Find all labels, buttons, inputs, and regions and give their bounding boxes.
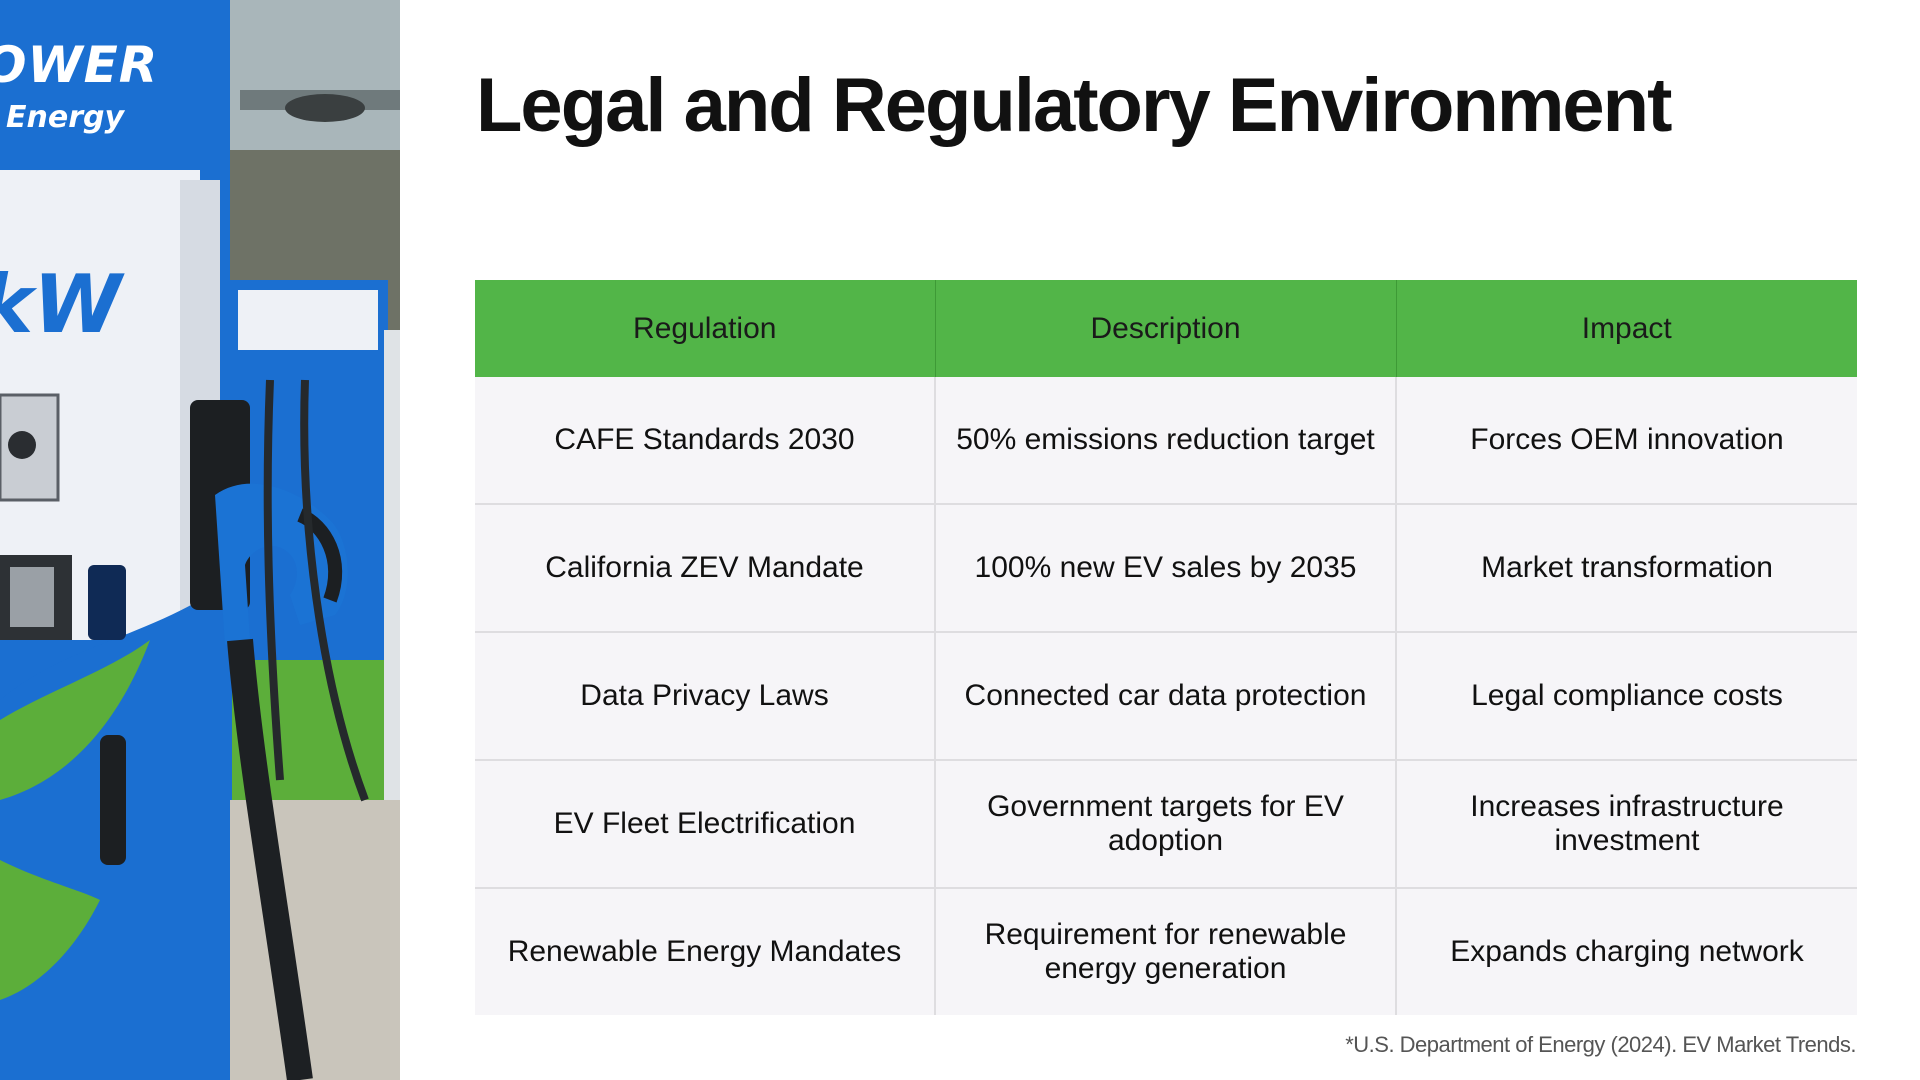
regulation-cell: California ZEV Mandate (475, 503, 936, 632)
impact-cell: Forces OEM innovation (1396, 377, 1857, 504)
table-header-row: Regulation Description Impact (475, 280, 1857, 377)
table-row: CAFE Standards 2030 50% emissions reduct… (475, 377, 1857, 504)
table-row: Renewable Energy Mandates Requirement fo… (475, 887, 1857, 1015)
regulation-table: Regulation Description Impact CAFE Stand… (475, 280, 1857, 1015)
regulation-cell: CAFE Standards 2030 (475, 377, 936, 504)
regulation-cell: EV Fleet Electrification (475, 759, 936, 888)
charger-illustration (0, 0, 400, 1080)
impact-cell: Legal compliance costs (1396, 631, 1857, 760)
table-row: EV Fleet Electrification Government targ… (475, 759, 1857, 888)
page-title: Legal and Regulatory Environment (476, 63, 1672, 148)
regulation-cell: Renewable Energy Mandates (475, 887, 936, 1015)
description-cell: 100% new EV sales by 2035 (935, 503, 1397, 632)
header-impact: Impact (1396, 280, 1857, 377)
description-cell: Requirement for renewable energy generat… (935, 887, 1397, 1015)
impact-cell: Expands charging network (1396, 887, 1857, 1015)
header-description: Description (935, 280, 1397, 377)
brand-power-text: OWER (0, 36, 159, 94)
brand-kw-text: kW (0, 258, 122, 351)
regulation-cell: Data Privacy Laws (475, 631, 936, 760)
description-cell: Government targets for EV adoption (935, 759, 1397, 888)
source-footnote: *U.S. Department of Energy (2024). EV Ma… (1345, 1032, 1856, 1057)
description-cell: 50% emissions reduction target (935, 377, 1397, 504)
ev-charger-photo: OWER Energy kW (0, 0, 400, 1080)
impact-cell: Market transformation (1396, 503, 1857, 632)
description-cell: Connected car data protection (935, 631, 1397, 760)
table-row: California ZEV Mandate 100% new EV sales… (475, 503, 1857, 632)
table-row: Data Privacy Laws Connected car data pro… (475, 631, 1857, 760)
header-regulation: Regulation (475, 280, 936, 377)
impact-cell: Increases infrastructure investment (1396, 759, 1857, 888)
brand-energy-text: Energy (6, 100, 125, 135)
